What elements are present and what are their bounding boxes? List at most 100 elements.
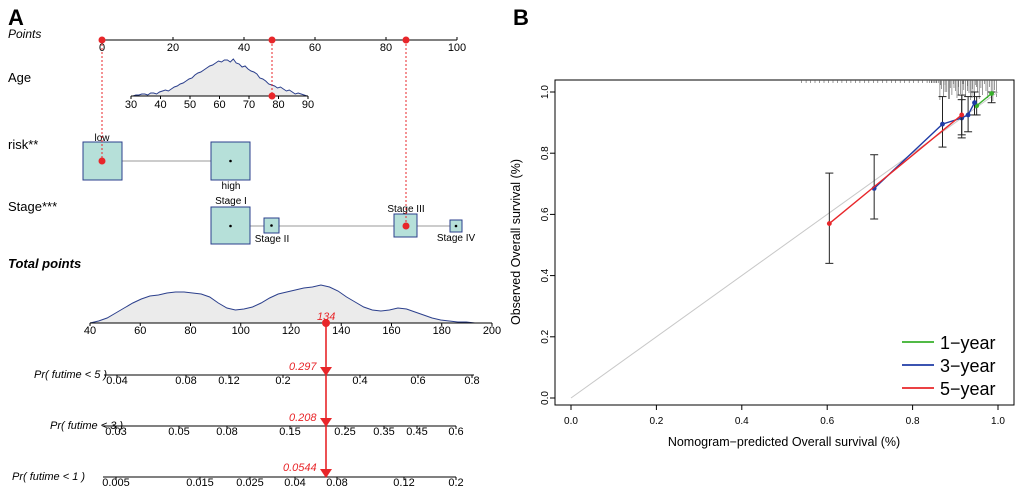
axis-tick-label: 20 <box>167 42 179 54</box>
y-axis-ticks: 0.0 0.2 0.4 0.6 0.8 1.0 <box>540 85 555 405</box>
risk-selected-marker <box>98 157 106 165</box>
axis-tick-label: 0.03 <box>105 426 126 438</box>
axis-tick-label: 0.12 <box>218 375 239 387</box>
x-axis-ticks: 0.0 0.2 0.4 0.6 0.8 1.0 <box>564 405 1005 427</box>
x-axis-label: Nomogram−predicted Overall survival (%) <box>668 435 900 449</box>
axis-tick-label: 0.08 <box>175 375 196 387</box>
panel-b-calibration: B 0.0 0.2 0.4 0.6 0.8 1.0 0.00.20.40.60.81.0 … <box>509 5 1015 449</box>
x-tick-label: 1.0 <box>991 416 1005 427</box>
y-tick-label: 0.4 <box>540 268 551 282</box>
projection-lines <box>101 40 407 226</box>
x-tick-label: 0.0 <box>564 416 578 427</box>
risk-high-text: high <box>222 181 241 192</box>
point-3year <box>940 121 945 127</box>
axis-tick-label: 0.12 <box>393 477 414 489</box>
x-tick-label: 0.6 <box>820 416 834 427</box>
axis-tick-label: 70 <box>243 99 255 111</box>
axis-tick-label: 0.005 <box>102 477 130 489</box>
point-5year <box>959 112 965 118</box>
axis-tick-label: 80 <box>272 99 284 111</box>
x-tick-label: 0.2 <box>649 416 663 427</box>
x-tick-label: 0.4 <box>735 416 749 427</box>
stage-label: Stage*** <box>8 199 57 214</box>
axis-tick-label: 200 <box>483 325 501 337</box>
legend-label-1year: 1−year <box>940 333 996 353</box>
axis-tick-label: 100 <box>232 325 250 337</box>
point-1year <box>989 91 994 96</box>
risk-low-text: low <box>94 133 110 144</box>
total-points-label: Total points <box>8 256 81 271</box>
legend-label-5year: 5−year <box>940 379 996 399</box>
axis-tick-label: 0.6 <box>448 426 463 438</box>
rug-ticks <box>801 80 997 101</box>
plot-frame <box>554 79 1015 406</box>
panel-b-letter: B <box>513 5 529 30</box>
axis-tick-label: 60 <box>134 325 146 337</box>
pr5-label: Pr( futime < 5 ) <box>34 369 107 381</box>
age-label: Age <box>8 70 31 85</box>
y-axis-label: Observed Overall survival (%) <box>509 159 523 325</box>
point-5year <box>826 221 832 226</box>
axis-tick-label: 0.8 <box>464 375 479 387</box>
axis-tick-label: 60 <box>213 99 225 111</box>
stage-2-dot <box>270 224 273 227</box>
calibration-series <box>825 91 996 264</box>
stage-1-dot <box>229 224 232 228</box>
axis-tick-label: 0.4 <box>352 375 367 387</box>
total-marker <box>322 319 330 327</box>
points-label: Points <box>8 27 41 41</box>
axis-tick-label: 60 <box>309 42 321 54</box>
axis-tick-label: 90 <box>302 99 314 111</box>
axis-tick-label: 0.015 <box>186 477 214 489</box>
axis-tick-label: 30 <box>125 99 137 111</box>
axis-tick-label: 0.04 <box>284 477 305 489</box>
point-3year <box>965 112 971 118</box>
panel-a-letter: A <box>8 5 24 30</box>
axis-tick-label: 0.025 <box>236 477 264 489</box>
panel-a-nomogram: A Points Age risk** Stage*** Total point… <box>8 5 501 489</box>
axis-tick-label: 0.08 <box>326 477 347 489</box>
axis-tick-label: 120 <box>282 325 300 337</box>
stage-4-text: Stage IV <box>437 233 476 244</box>
total-points-density <box>89 284 492 324</box>
legend: 1−year 3−year 5−year <box>902 333 996 399</box>
axis-tick-label: 160 <box>382 325 400 337</box>
axis-tick-label: 0.45 <box>406 426 427 438</box>
pr1-value: 0.0544 <box>283 462 317 474</box>
axis-tick-label: 0.25 <box>334 426 355 438</box>
pr1-label: Pr( futime < 1 ) <box>12 471 85 483</box>
age-selected-marker <box>268 92 276 100</box>
pr5-arrow <box>320 367 332 376</box>
y-tick-label: 0.8 <box>540 146 551 160</box>
age-density <box>132 58 308 97</box>
series-line-1year <box>976 92 993 107</box>
risk-high-dot <box>229 159 232 163</box>
axis-tick-label: 0.04 <box>106 375 127 387</box>
age-axis-ticks: 30 40 50 60 70 80 90 <box>125 96 314 111</box>
pr1-arrow <box>320 469 332 478</box>
point-3year <box>972 100 977 106</box>
pr3-label: Pr( futime < 3 ) <box>50 420 123 432</box>
axis-tick-label: 0.08 <box>216 426 237 438</box>
stage-4-dot <box>454 224 458 228</box>
pr3-arrow <box>320 418 332 427</box>
axis-tick-label: 0.2 <box>275 375 290 387</box>
y-tick-label: 0.2 <box>540 329 551 343</box>
axis-tick-label: 40 <box>154 99 166 111</box>
pr3-axis-ticks: 0.03 0.05 0.08 0.15 0.25 0.35 0.45 0.6 <box>105 426 464 438</box>
y-tick-label: 1.0 <box>540 85 551 99</box>
risk-label: risk** <box>8 137 38 152</box>
axis-tick-label: 80 <box>184 325 196 337</box>
pr3-value: 0.208 <box>289 412 317 424</box>
series-line-5year <box>828 114 963 225</box>
axis-tick-label: 0.6 <box>410 375 425 387</box>
axis-tick-label: 40 <box>238 42 250 54</box>
legend-label-3year: 3−year <box>940 356 996 376</box>
axis-tick-label: 140 <box>332 325 350 337</box>
pr1-axis-ticks: 0.005 0.015 0.025 0.04 0.08 0.12 0.2 <box>102 477 464 489</box>
axis-tick-label: 40 <box>84 325 96 337</box>
y-tick-label: 0.0 <box>540 391 551 405</box>
axis-tick-label: 0.15 <box>279 426 300 438</box>
stage-2-text: Stage II <box>255 234 289 245</box>
